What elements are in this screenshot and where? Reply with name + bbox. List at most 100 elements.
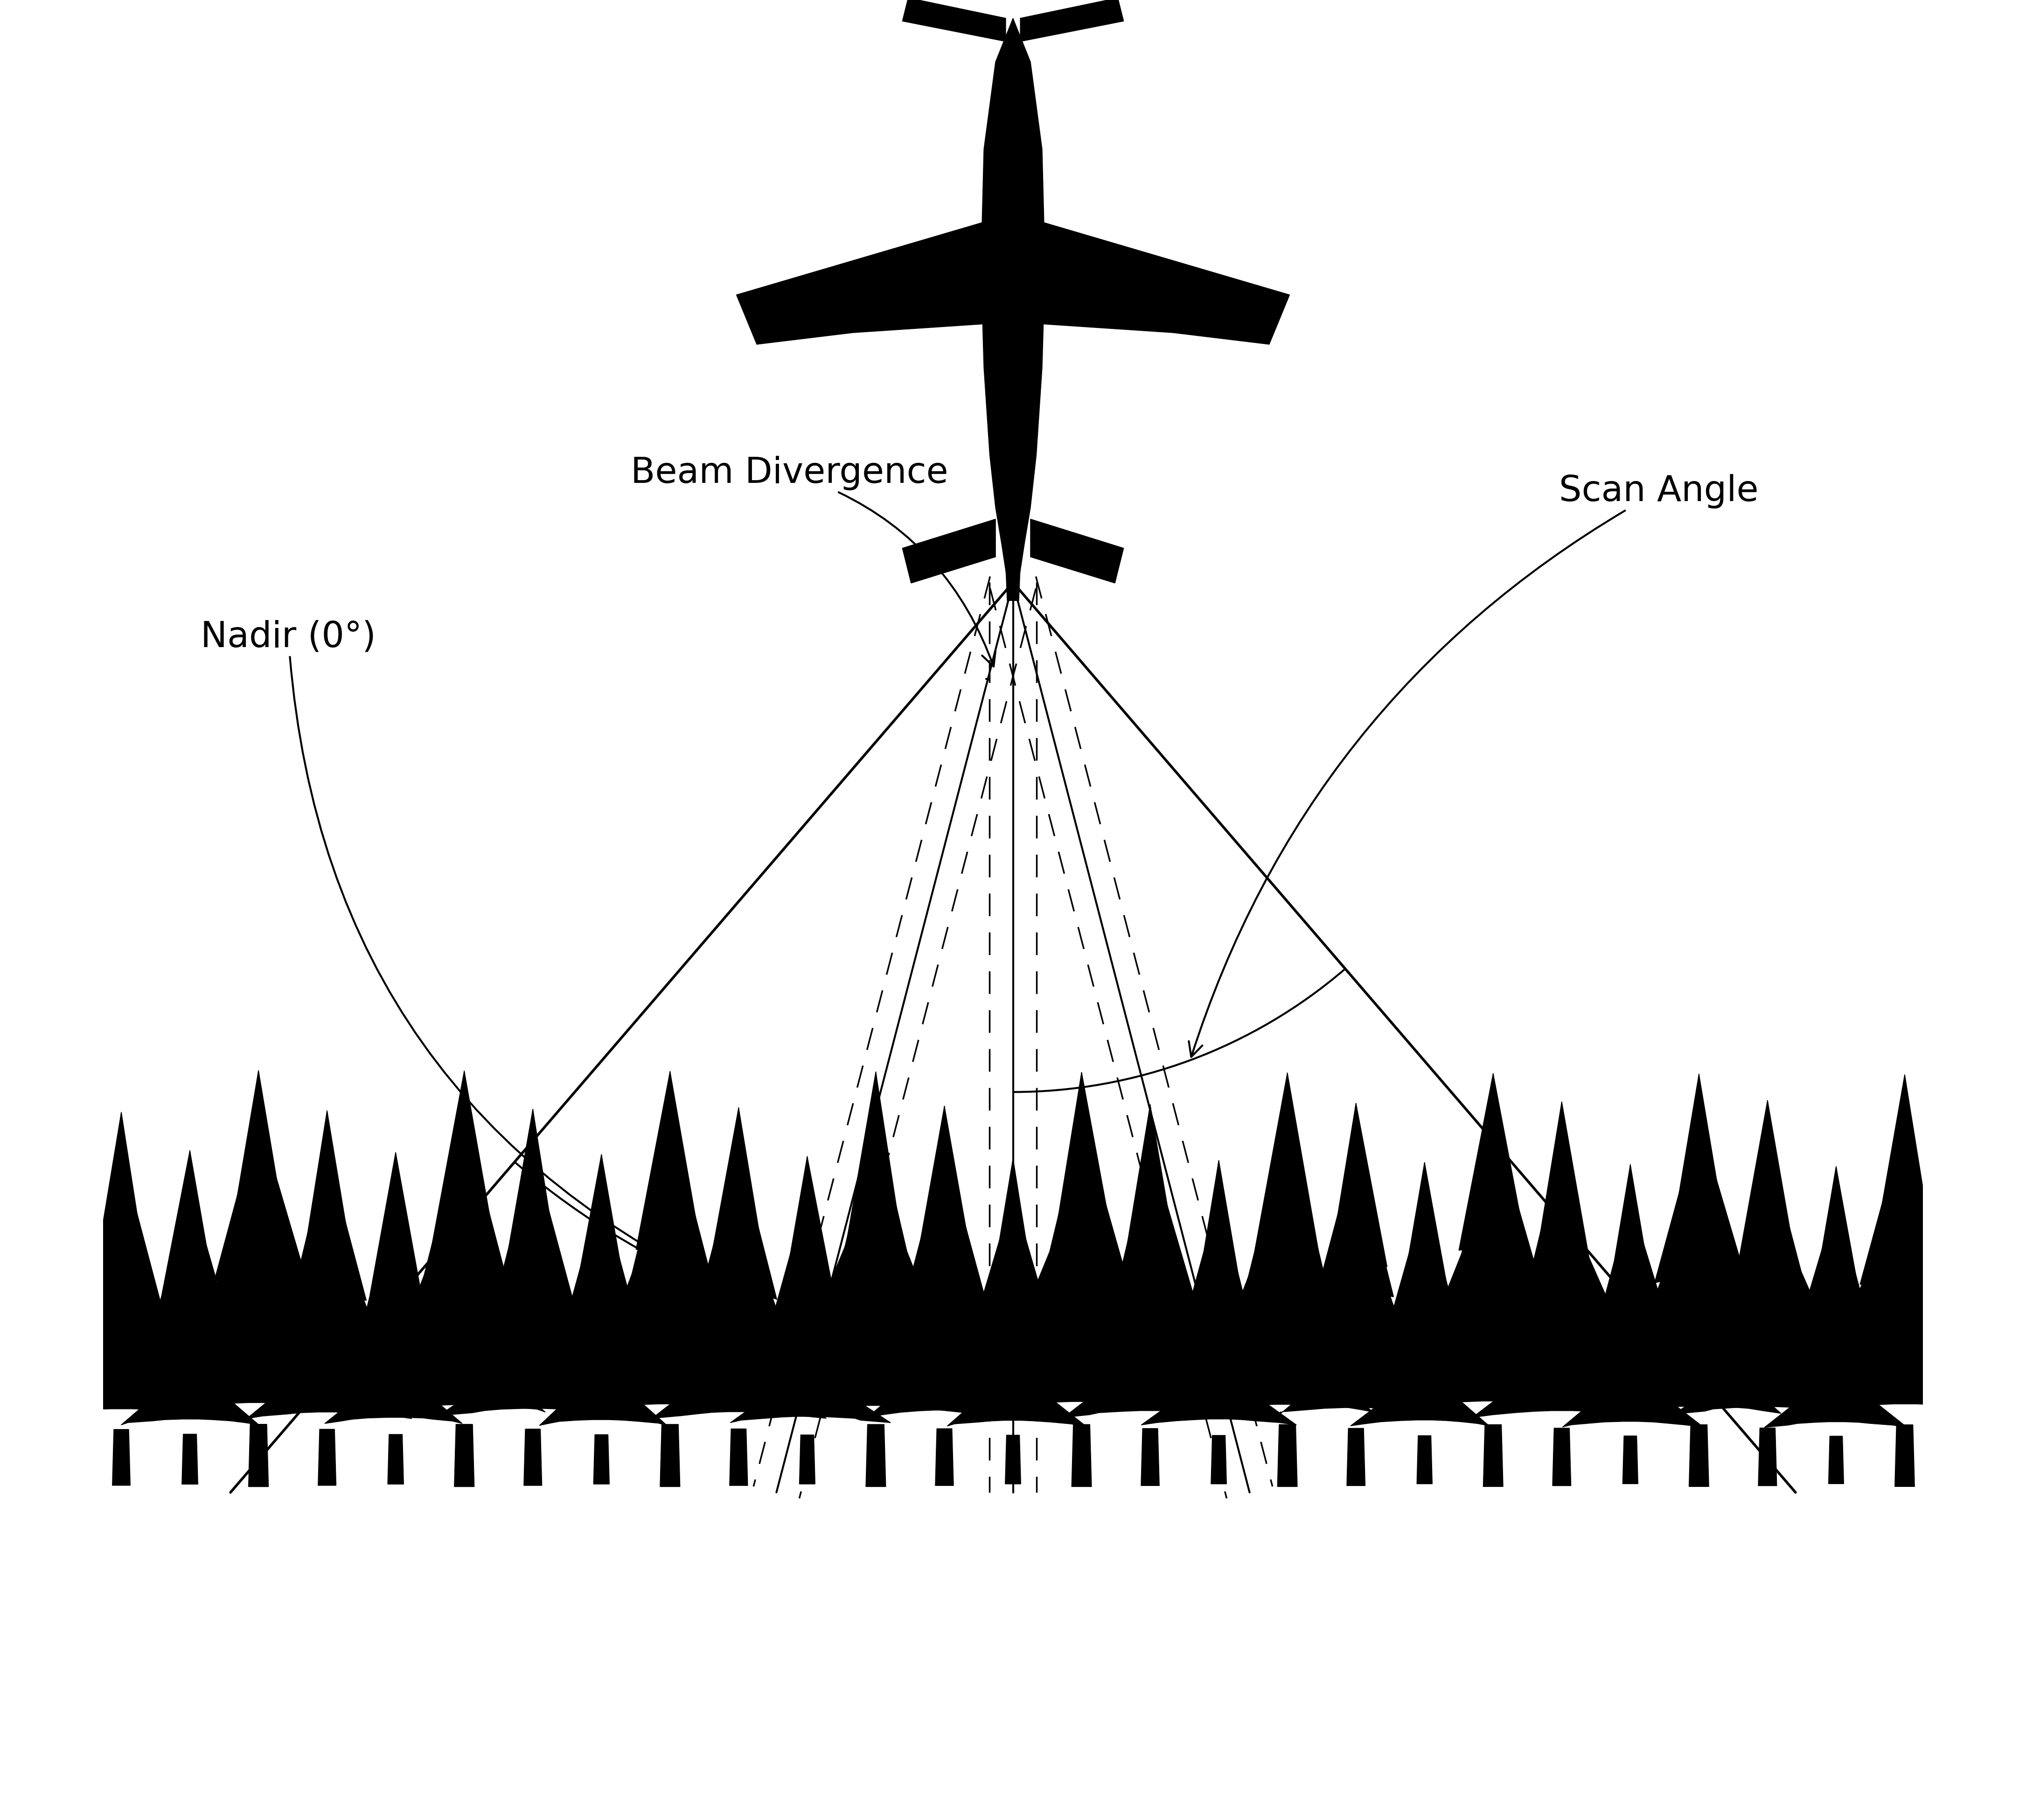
- Polygon shape: [1410, 1285, 1572, 1378]
- Polygon shape: [1191, 1340, 1374, 1412]
- Polygon shape: [729, 1367, 891, 1423]
- Polygon shape: [1615, 1165, 1643, 1278]
- Polygon shape: [308, 1110, 344, 1241]
- Polygon shape: [997, 1158, 1031, 1272]
- Polygon shape: [685, 1199, 784, 1329]
- Polygon shape: [667, 1301, 806, 1389]
- Polygon shape: [1064, 1350, 1224, 1418]
- Polygon shape: [1278, 1350, 1432, 1414]
- Polygon shape: [991, 1158, 1035, 1298]
- Polygon shape: [1416, 1436, 1432, 1483]
- Polygon shape: [1005, 1436, 1021, 1483]
- Polygon shape: [1282, 1299, 1424, 1387]
- Polygon shape: [581, 1283, 750, 1378]
- Polygon shape: [444, 1070, 482, 1218]
- Polygon shape: [750, 1323, 873, 1400]
- Polygon shape: [237, 1070, 278, 1218]
- Polygon shape: [1041, 222, 1291, 344]
- Polygon shape: [1716, 1194, 1825, 1325]
- Polygon shape: [355, 1234, 444, 1347]
- Polygon shape: [146, 1232, 231, 1345]
- Polygon shape: [539, 1367, 667, 1425]
- Polygon shape: [630, 1117, 713, 1281]
- Polygon shape: [1114, 1147, 1195, 1298]
- Polygon shape: [553, 1279, 650, 1374]
- Polygon shape: [772, 1192, 837, 1323]
- Polygon shape: [215, 1117, 308, 1281]
- Polygon shape: [1765, 1370, 1906, 1427]
- Polygon shape: [1195, 1161, 1242, 1299]
- Polygon shape: [338, 1321, 460, 1398]
- Polygon shape: [981, 18, 1045, 601]
- Polygon shape: [1131, 1105, 1167, 1239]
- Polygon shape: [338, 1278, 446, 1372]
- Polygon shape: [1588, 1243, 1669, 1352]
- Polygon shape: [247, 1352, 411, 1418]
- Polygon shape: [1625, 1230, 1769, 1347]
- Polygon shape: [553, 1236, 646, 1347]
- Polygon shape: [1102, 1198, 1207, 1327]
- Text: Scan Angle: Scan Angle: [1189, 475, 1759, 1057]
- Polygon shape: [1505, 1196, 1619, 1327]
- Polygon shape: [1708, 1247, 1829, 1354]
- Polygon shape: [1455, 1119, 1540, 1283]
- Polygon shape: [1546, 1101, 1578, 1238]
- Polygon shape: [709, 1107, 766, 1269]
- Polygon shape: [766, 1236, 853, 1347]
- Polygon shape: [1696, 1298, 1848, 1385]
- Polygon shape: [1297, 1249, 1426, 1356]
- Polygon shape: [375, 1283, 541, 1378]
- Polygon shape: [1254, 1072, 1319, 1250]
- Polygon shape: [1690, 1425, 1708, 1487]
- Polygon shape: [1483, 1425, 1503, 1487]
- Polygon shape: [699, 1150, 776, 1299]
- Polygon shape: [324, 1367, 462, 1423]
- Polygon shape: [857, 1072, 893, 1218]
- Polygon shape: [67, 1203, 170, 1330]
- Polygon shape: [1834, 1230, 1967, 1349]
- Polygon shape: [1491, 1298, 1641, 1385]
- Polygon shape: [543, 1323, 665, 1400]
- Polygon shape: [1041, 1119, 1128, 1283]
- Polygon shape: [1212, 1436, 1226, 1483]
- Polygon shape: [460, 1301, 606, 1387]
- Polygon shape: [409, 1172, 523, 1314]
- Polygon shape: [172, 1340, 342, 1410]
- Polygon shape: [1141, 1429, 1159, 1485]
- Polygon shape: [1436, 1174, 1550, 1314]
- Polygon shape: [891, 1199, 993, 1327]
- Polygon shape: [1175, 1239, 1260, 1350]
- Polygon shape: [1086, 1249, 1218, 1358]
- Polygon shape: [616, 1172, 717, 1316]
- Polygon shape: [1874, 1074, 1933, 1252]
- Polygon shape: [1623, 1436, 1637, 1483]
- Polygon shape: [636, 1072, 701, 1250]
- Polygon shape: [1025, 1174, 1137, 1314]
- Polygon shape: [387, 1340, 545, 1412]
- Polygon shape: [438, 1352, 620, 1416]
- Polygon shape: [1246, 1119, 1327, 1283]
- Polygon shape: [845, 1072, 904, 1250]
- Polygon shape: [318, 1429, 336, 1485]
- Polygon shape: [1562, 1370, 1704, 1427]
- Polygon shape: [474, 1252, 592, 1358]
- Polygon shape: [1894, 1425, 1915, 1487]
- Polygon shape: [1819, 1167, 1852, 1278]
- Polygon shape: [754, 1279, 861, 1374]
- Polygon shape: [1552, 1429, 1570, 1485]
- Polygon shape: [1153, 1325, 1278, 1398]
- Polygon shape: [946, 1369, 1086, 1427]
- Polygon shape: [371, 1152, 421, 1296]
- Polygon shape: [1400, 1163, 1451, 1301]
- Polygon shape: [964, 1238, 1060, 1349]
- Polygon shape: [865, 1425, 885, 1487]
- Polygon shape: [1752, 1099, 1785, 1236]
- Polygon shape: [34, 1352, 215, 1416]
- Polygon shape: [1860, 1121, 1945, 1285]
- Polygon shape: [1669, 1074, 1728, 1252]
- Polygon shape: [1315, 1147, 1394, 1298]
- Polygon shape: [1183, 1196, 1252, 1325]
- Polygon shape: [1122, 1105, 1177, 1269]
- Polygon shape: [292, 1152, 367, 1301]
- Polygon shape: [184, 1283, 330, 1378]
